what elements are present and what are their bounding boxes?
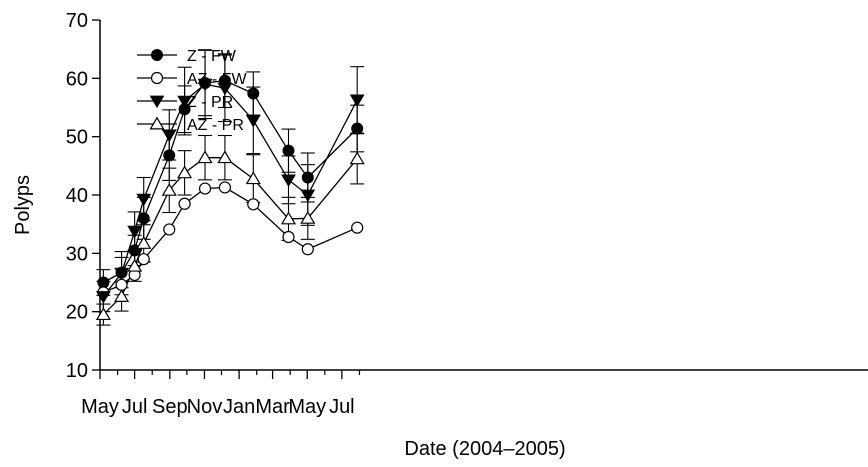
legend-marker	[149, 95, 165, 109]
legend-label: AZ - PR	[187, 117, 244, 134]
data-point	[114, 289, 130, 302]
x-tick-label: Nov	[187, 396, 223, 418]
data-point	[349, 151, 365, 165]
markers-group	[95, 74, 365, 321]
x-axis-title: Date (2004–2005)	[404, 438, 565, 460]
data-point	[161, 182, 177, 196]
data-point	[197, 78, 213, 92]
y-tick-label: 60	[66, 68, 88, 90]
x-tick-label: Mar	[255, 396, 290, 418]
legend-marker	[149, 116, 165, 130]
data-point	[136, 236, 152, 249]
legend: Z - FW AZ - FW Z - PR AZ - PR	[137, 48, 247, 134]
data-point	[217, 150, 233, 164]
data-point	[247, 198, 260, 211]
legend-label: AZ - FW	[187, 71, 247, 88]
data-point	[178, 197, 191, 210]
y-tick-label: 50	[66, 127, 88, 149]
y-tick-label: 70	[66, 10, 88, 32]
data-point	[280, 211, 297, 225]
x-tick-label: May	[288, 396, 326, 418]
data-point	[301, 171, 314, 184]
legend-marker	[150, 71, 164, 85]
data-point	[217, 82, 233, 96]
y-tick-label: 10	[66, 360, 88, 382]
data-point	[300, 189, 316, 203]
data-point	[114, 267, 129, 281]
data-point	[115, 278, 128, 291]
data-point	[163, 149, 176, 162]
data-point	[300, 210, 316, 224]
x-tick-label: Jul	[122, 396, 148, 418]
y-axis-title: Polyps	[12, 175, 34, 235]
y-tick-label: 40	[66, 185, 88, 207]
data-point	[282, 144, 295, 157]
x-tick-label: May	[81, 396, 119, 418]
x-tick-label: Sep	[152, 396, 188, 418]
data-point	[127, 225, 143, 239]
legend-label: Z - PR	[187, 94, 233, 111]
data-point	[281, 174, 296, 187]
data-point	[198, 182, 212, 195]
data-point	[95, 307, 111, 321]
data-point	[177, 165, 193, 179]
data-point	[136, 193, 152, 207]
data-point	[137, 253, 150, 266]
data-point	[161, 129, 177, 143]
data-point	[247, 87, 260, 100]
data-point	[245, 171, 261, 185]
data-point	[96, 291, 111, 304]
data-point	[127, 258, 143, 272]
data-point	[349, 94, 365, 108]
data-point	[177, 95, 192, 109]
data-point	[163, 223, 176, 236]
data-point	[301, 243, 314, 256]
data-point	[282, 230, 295, 244]
legend-marker	[151, 49, 163, 61]
y-tick-label: 30	[66, 243, 88, 265]
data-point	[137, 212, 150, 225]
data-point	[218, 181, 232, 194]
data-point	[245, 114, 261, 128]
x-tick-label: Jul	[329, 396, 355, 418]
data-point	[197, 150, 213, 164]
legend-label: Z - FW	[187, 48, 237, 65]
x-tick-label: Jan	[223, 396, 255, 418]
series-line	[102, 157, 358, 316]
data-point	[351, 221, 364, 234]
data-point	[351, 122, 364, 135]
series-line	[102, 83, 358, 297]
y-tick-label: 20	[66, 302, 88, 324]
